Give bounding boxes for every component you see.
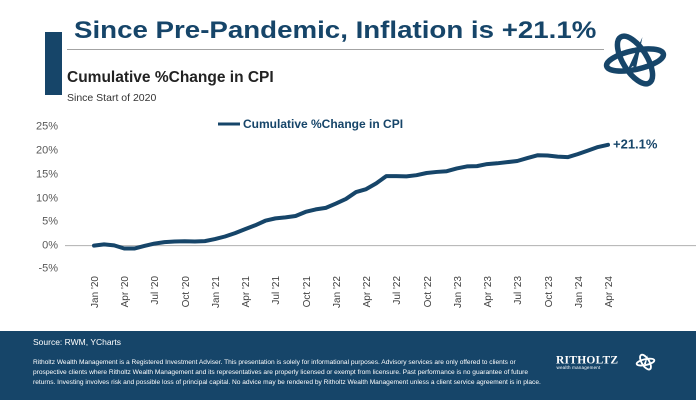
svg-text:Oct '21: Oct '21 [302, 276, 313, 308]
svg-text:Jul '22: Jul '22 [392, 276, 403, 305]
svg-text:10%: 10% [36, 192, 58, 204]
svg-text:Apr '20: Apr '20 [120, 276, 131, 308]
svg-text:Cumulative %Change in CPI: Cumulative %Change in CPI [243, 117, 403, 131]
svg-text:15%: 15% [36, 168, 58, 180]
svg-text:Apr '22: Apr '22 [362, 276, 373, 308]
svg-text:Jul '20: Jul '20 [150, 276, 161, 305]
svg-text:0%: 0% [42, 239, 58, 251]
svg-text:Jan '21: Jan '21 [211, 276, 222, 308]
svg-text:20%: 20% [36, 144, 58, 156]
svg-text:Oct '20: Oct '20 [181, 276, 192, 308]
svg-text:Apr '23: Apr '23 [483, 276, 494, 308]
svg-text:Jan '20: Jan '20 [90, 276, 101, 308]
svg-text:25%: 25% [36, 120, 58, 132]
svg-text:Apr '21: Apr '21 [241, 276, 252, 308]
svg-text:+21.1%: +21.1% [613, 137, 658, 152]
svg-text:Jul '23: Jul '23 [513, 276, 524, 305]
svg-text:5%: 5% [42, 215, 58, 227]
svg-text:Oct '22: Oct '22 [423, 276, 434, 308]
svg-text:Jan '24: Jan '24 [574, 276, 585, 308]
svg-text:Oct '23: Oct '23 [544, 276, 555, 308]
svg-text:Jul '21: Jul '21 [271, 276, 282, 305]
svg-text:wealth management: wealth management [557, 365, 601, 370]
svg-text:Jan '23: Jan '23 [453, 276, 464, 308]
svg-text:-5%: -5% [38, 262, 58, 274]
svg-text:Apr '24: Apr '24 [604, 276, 615, 308]
svg-text:Jan '22: Jan '22 [332, 276, 343, 308]
